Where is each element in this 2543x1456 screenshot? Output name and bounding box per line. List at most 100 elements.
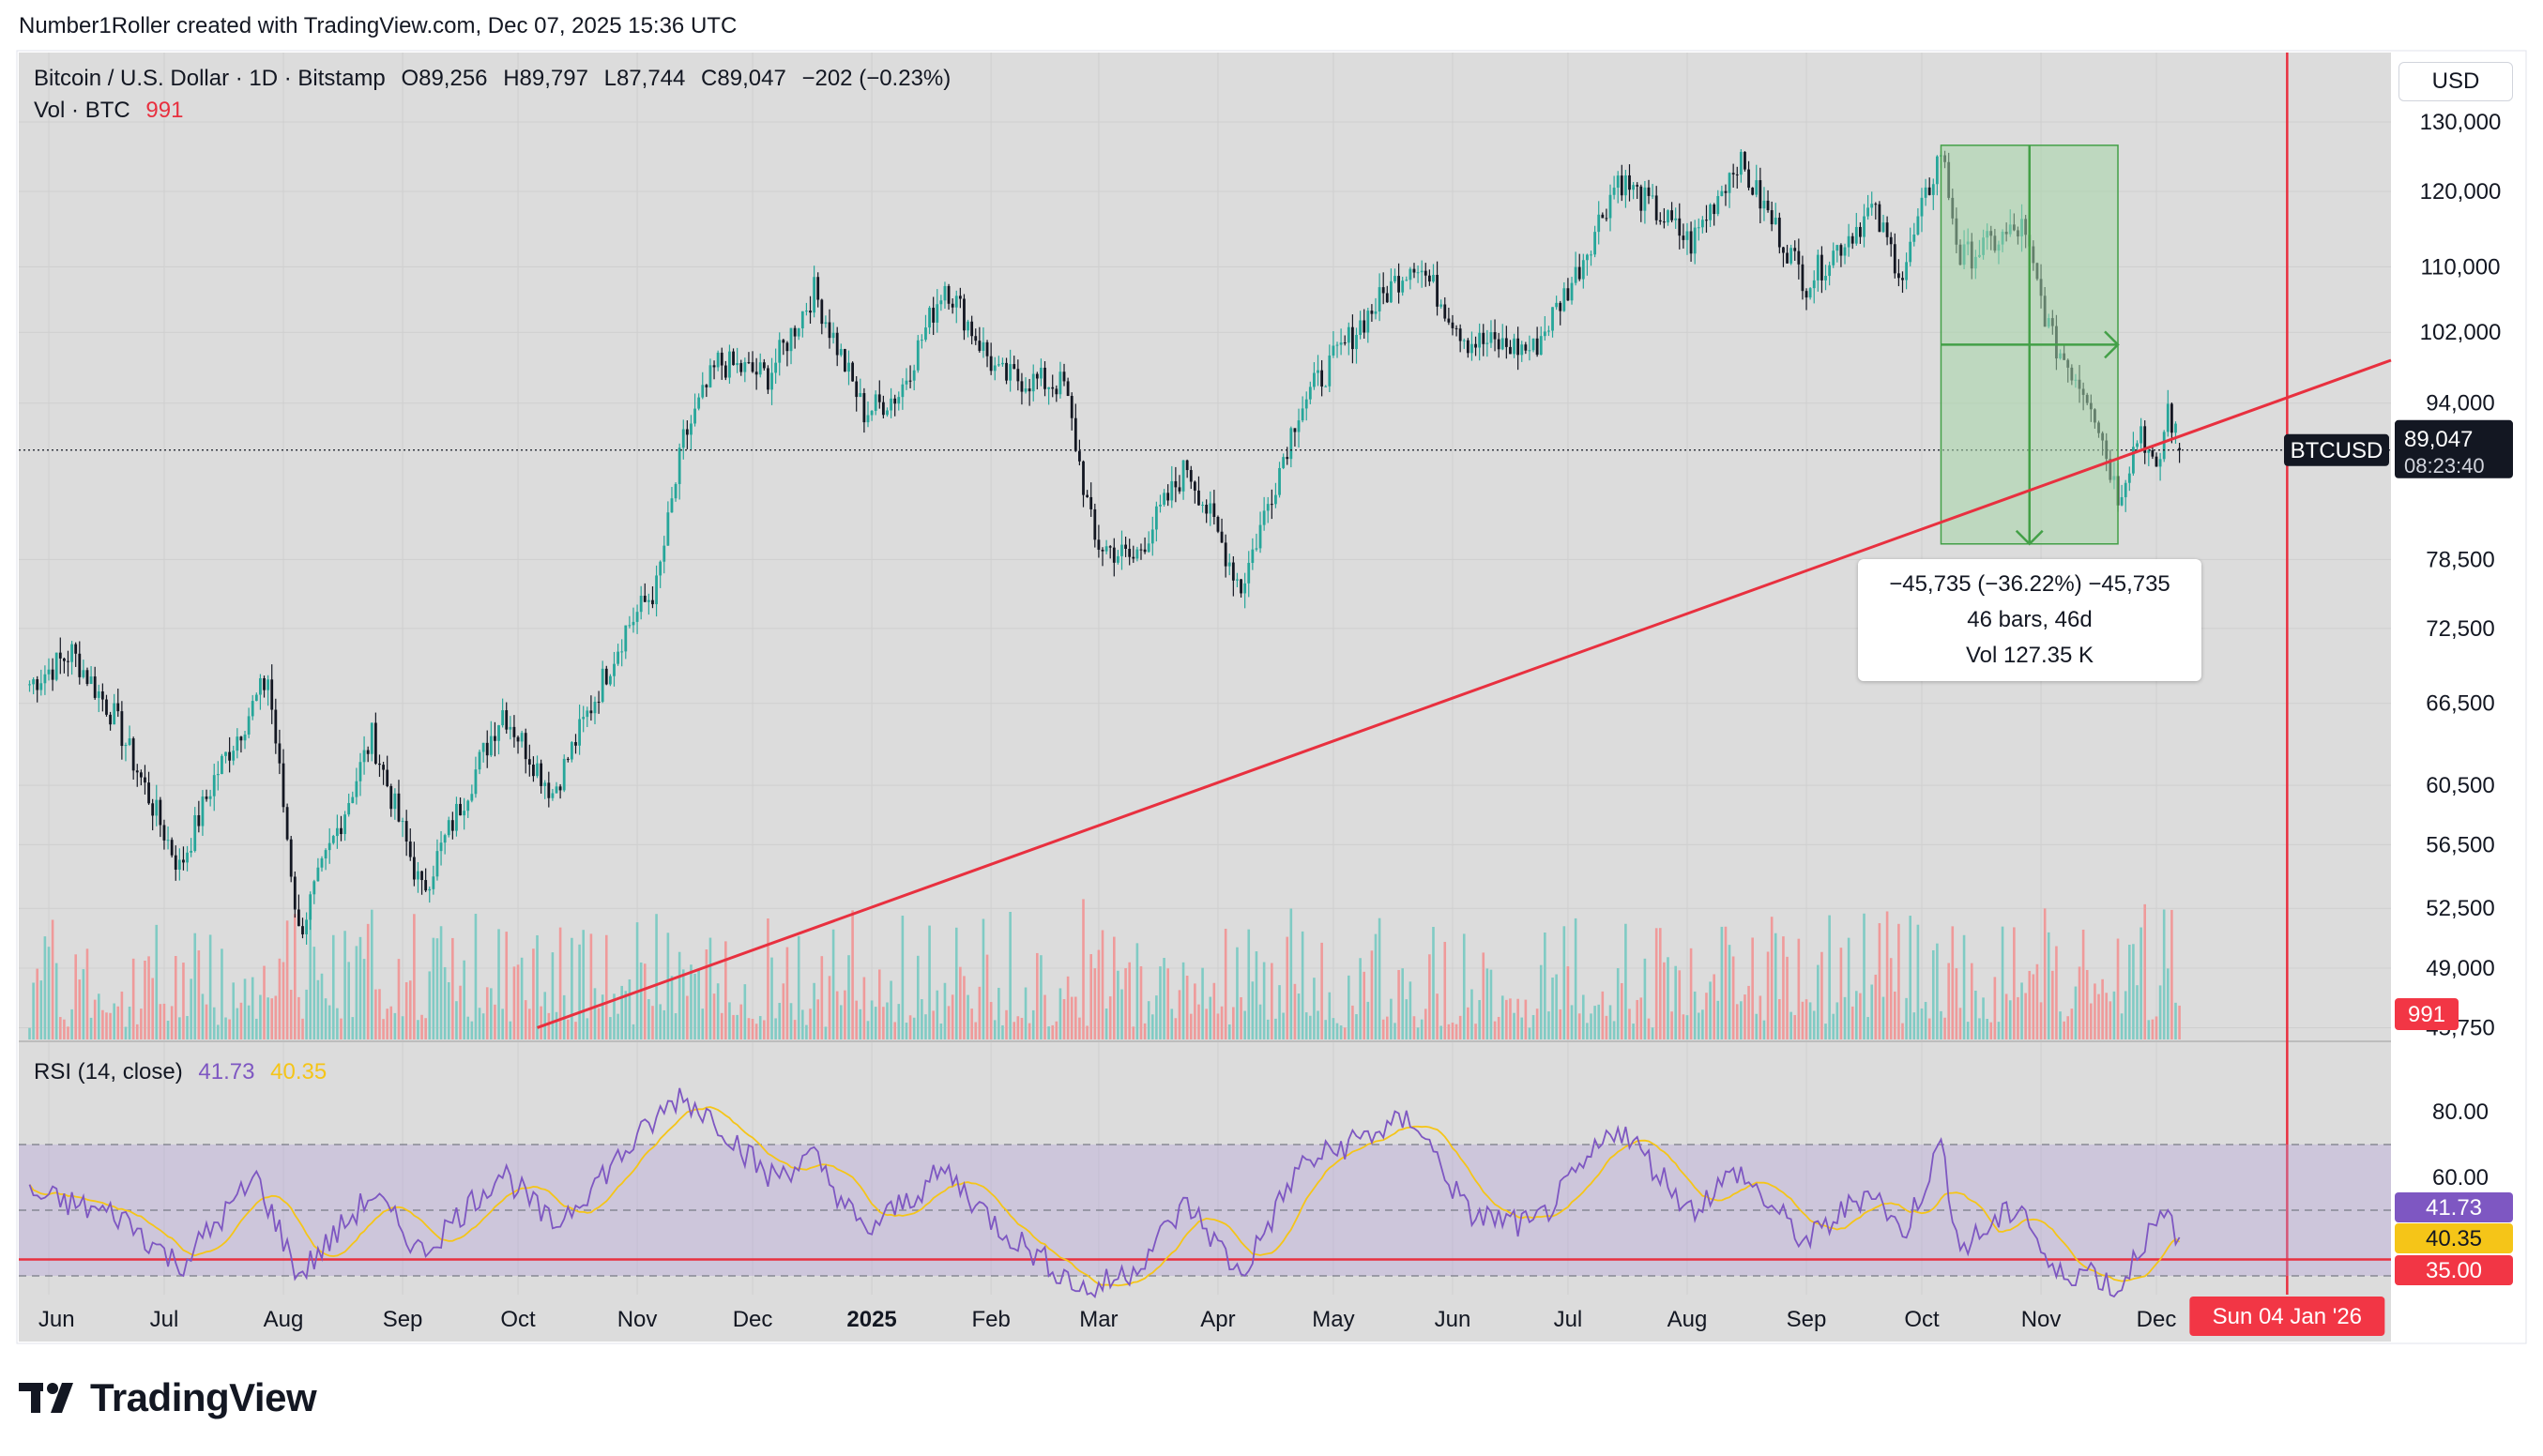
volume-bar — [347, 962, 350, 1039]
candle-body — [752, 362, 754, 372]
candle-body — [1332, 345, 1335, 355]
candle-body — [1074, 418, 1077, 451]
candle-body — [413, 857, 416, 880]
volume-bar — [1905, 998, 1908, 1039]
volume-bar — [1140, 966, 1143, 1039]
candle-body — [1698, 227, 1700, 228]
volume-bar — [1582, 994, 1585, 1039]
candle-body — [671, 498, 674, 512]
volume-bar — [924, 1014, 927, 1039]
candle-body — [1624, 175, 1627, 195]
candle-body — [186, 853, 189, 863]
candle-body — [151, 803, 154, 815]
candle-body — [1140, 550, 1143, 551]
volume-bar — [1017, 1016, 1020, 1039]
candle-body — [594, 702, 597, 713]
volume-bar — [1621, 983, 1623, 1039]
symbol-name[interactable]: Bitcoin / U.S. Dollar · 1D · Bitstamp — [34, 66, 386, 91]
candle-body — [1179, 487, 1181, 491]
volume-bar — [1674, 966, 1677, 1039]
candle-body — [521, 733, 524, 741]
volume-bar — [1424, 1009, 1427, 1039]
candle-body — [167, 840, 170, 841]
volume-bar — [1771, 917, 1774, 1039]
candle-body — [517, 737, 520, 742]
candle-body — [532, 765, 535, 776]
candle-body — [325, 850, 327, 858]
candle-body — [782, 340, 784, 342]
volume-bar — [1540, 965, 1543, 1039]
volume-bar — [1563, 926, 1566, 1039]
volume-bar — [1732, 956, 1735, 1039]
volume-bar — [1525, 1000, 1528, 1039]
volume-bar — [2155, 1016, 2158, 1039]
volume-bar — [1351, 1006, 1354, 1039]
candle-body — [582, 717, 585, 719]
candle-body — [251, 701, 254, 716]
candle-body — [182, 859, 185, 862]
volume-bar — [1175, 1018, 1178, 1039]
candle-body — [1659, 220, 1662, 221]
candle-body — [1835, 245, 1838, 250]
candle-body — [739, 363, 742, 372]
candle-body — [171, 840, 174, 856]
volume-bar — [2163, 909, 2166, 1039]
volume-bar — [1378, 918, 1381, 1039]
volume-bar — [1282, 1013, 1285, 1039]
volume-bar — [1967, 1022, 1970, 1039]
volume-bar — [1136, 943, 1139, 1039]
candle-body — [1709, 205, 1712, 220]
candle-body — [1043, 368, 1046, 389]
candle-body — [774, 363, 777, 373]
symbol-legend: Bitcoin / U.S. Dollar · 1D · Bitstamp O8… — [34, 66, 951, 92]
candle-body — [147, 782, 150, 803]
time-tick-label: Nov — [617, 1307, 658, 1332]
candle-body — [1328, 356, 1331, 387]
candle-body — [2147, 450, 2150, 453]
currency-button[interactable]: USD — [2398, 62, 2513, 101]
volume-bar — [886, 1003, 889, 1039]
volume-bar — [1824, 1024, 1827, 1039]
volume-bar — [1340, 1025, 1343, 1039]
candle-body — [305, 919, 308, 934]
candle-body — [494, 736, 496, 741]
volume-bar — [1667, 957, 1669, 1039]
volume-bar — [1009, 912, 1012, 1039]
volume-bar — [624, 991, 627, 1039]
candle-body — [1809, 288, 1812, 297]
rsi-value: 41.73 — [198, 1059, 254, 1084]
volume-label[interactable]: Vol · BTC — [34, 98, 130, 123]
volume-bar — [121, 992, 124, 1039]
volume-bar — [94, 1000, 97, 1039]
rsi-tick-label: 80.00 — [2432, 1100, 2489, 1125]
candle-body — [748, 362, 751, 363]
volume-bar — [936, 991, 938, 1039]
candle-body — [871, 411, 874, 416]
volume-bar — [232, 982, 235, 1039]
candle-body — [1382, 287, 1385, 293]
volume-bar — [974, 1023, 977, 1039]
volume-bar — [109, 1013, 112, 1039]
volume-bar — [1793, 1015, 1796, 1039]
candle-body — [1582, 260, 1585, 279]
volume-bar — [1324, 1020, 1327, 1039]
volume-bar — [693, 974, 696, 1039]
candle-body — [759, 362, 762, 374]
candle-body — [1086, 495, 1089, 497]
candle-body — [1267, 504, 1270, 510]
volume-bar — [1494, 1022, 1497, 1039]
candle-body — [1032, 374, 1035, 392]
volume-bar — [1516, 999, 1519, 1039]
candle-body — [1047, 387, 1050, 389]
candle-body — [1813, 281, 1816, 288]
volume-bar — [1478, 1000, 1481, 1039]
candle-body — [1571, 283, 1574, 301]
volume-bar — [2121, 1013, 2124, 1039]
candle-body — [1744, 152, 1746, 170]
candle-body — [1524, 344, 1527, 350]
tradingview-logo[interactable]: TradingView — [19, 1375, 316, 1420]
rsi-label[interactable]: RSI (14, close) — [34, 1059, 183, 1084]
volume-bar — [255, 1019, 258, 1039]
volume-bar — [1994, 977, 1997, 1039]
candle-body — [701, 385, 704, 397]
